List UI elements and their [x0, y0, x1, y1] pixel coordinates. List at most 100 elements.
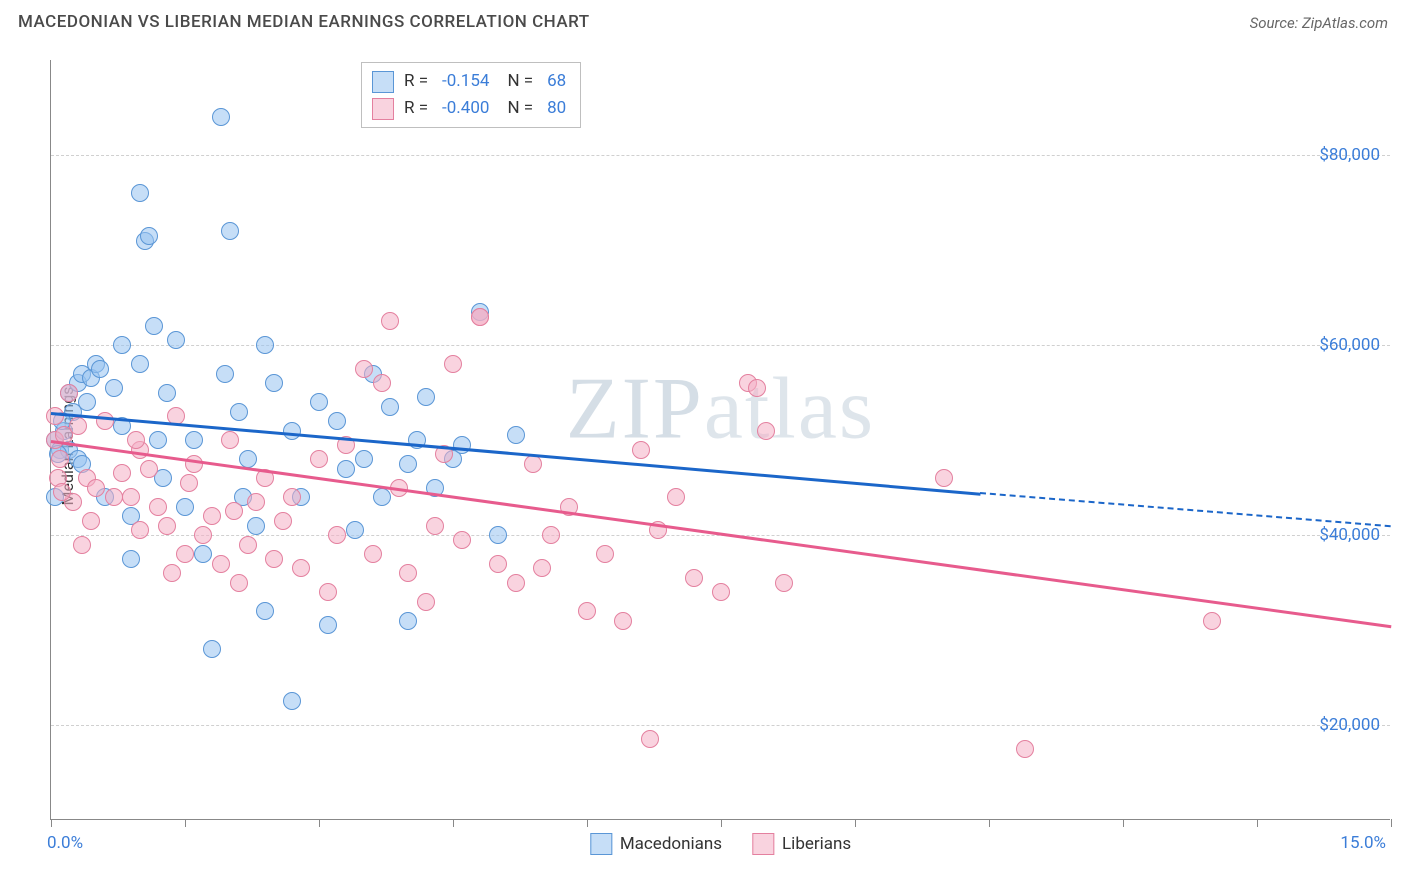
data-point [60, 384, 78, 402]
data-point [185, 431, 203, 449]
data-point [381, 398, 399, 416]
data-point [399, 564, 417, 582]
chart-header: MACEDONIAN VS LIBERIAN MEDIAN EARNINGS C… [0, 0, 1406, 42]
data-point [283, 692, 301, 710]
x-tick [855, 819, 856, 827]
data-point [149, 431, 167, 449]
data-point [274, 512, 292, 530]
legend-r-label: R = [404, 68, 428, 95]
data-point [292, 559, 310, 577]
data-point [283, 488, 301, 506]
data-point [1016, 740, 1034, 758]
y-tick-label: $20,000 [1319, 715, 1380, 735]
data-point [265, 374, 283, 392]
data-point [614, 612, 632, 630]
data-point [712, 583, 730, 601]
data-point [158, 517, 176, 535]
y-tick-label: $60,000 [1319, 335, 1380, 355]
data-point [578, 602, 596, 620]
data-point [373, 374, 391, 392]
data-point [78, 393, 96, 411]
legend-n-label: N = [507, 95, 533, 122]
data-point [82, 512, 100, 530]
data-point [203, 507, 221, 525]
data-point [105, 488, 123, 506]
y-tick-label: $40,000 [1319, 525, 1380, 545]
x-tick [453, 819, 454, 827]
data-point [381, 312, 399, 330]
data-point [775, 574, 793, 592]
data-point [96, 412, 114, 430]
x-tick-label: 0.0% [47, 833, 83, 853]
legend-row: R =-0.154N =68 [372, 68, 566, 95]
data-point [163, 564, 181, 582]
x-tick [587, 819, 588, 827]
data-point [91, 360, 109, 378]
data-point [489, 526, 507, 544]
chart-source: Source: ZipAtlas.com [1250, 14, 1388, 32]
data-point [417, 388, 435, 406]
data-point [216, 365, 234, 383]
data-point [145, 317, 163, 335]
data-point [176, 498, 194, 516]
series-legend: Macedonians Liberians [590, 833, 851, 855]
legend-r-value: -0.154 [442, 68, 489, 95]
legend-r-label: R = [404, 95, 428, 122]
data-point [194, 526, 212, 544]
data-point [310, 393, 328, 411]
data-point [46, 407, 64, 425]
x-tick [319, 819, 320, 827]
data-point [399, 455, 417, 473]
x-tick [51, 819, 52, 827]
legend-n-label: N = [507, 68, 533, 95]
data-point [667, 488, 685, 506]
data-point [203, 640, 221, 658]
legend-item: Macedonians [590, 833, 722, 855]
data-point [373, 488, 391, 506]
legend-swatch [372, 98, 394, 120]
gridline [51, 155, 1390, 156]
data-point [158, 384, 176, 402]
data-point [346, 521, 364, 539]
trend-line [980, 492, 1391, 527]
legend-swatch [590, 833, 612, 855]
data-point [399, 612, 417, 630]
legend-n-value: 80 [547, 95, 566, 122]
data-point [113, 464, 131, 482]
data-point [221, 222, 239, 240]
data-point [180, 474, 198, 492]
correlation-legend: R =-0.154N =68R =-0.400N =80 [361, 62, 581, 128]
data-point [221, 431, 239, 449]
data-point [507, 426, 525, 444]
data-point [230, 403, 248, 421]
data-point [283, 422, 301, 440]
legend-item: Liberians [752, 833, 851, 855]
data-point [417, 593, 435, 611]
data-point [239, 536, 257, 554]
data-point [426, 517, 444, 535]
data-point [127, 431, 145, 449]
data-point [632, 441, 650, 459]
data-point [113, 336, 131, 354]
data-point [225, 502, 243, 520]
data-point [149, 498, 167, 516]
scatter-plot: ZIPatlas R =-0.154N =68R =-0.400N =80 Ma… [50, 60, 1390, 820]
data-point [140, 227, 158, 245]
data-point [131, 521, 149, 539]
data-point [319, 616, 337, 634]
data-point [87, 479, 105, 497]
data-point [748, 379, 766, 397]
data-point [256, 336, 274, 354]
x-tick [721, 819, 722, 827]
data-point [364, 545, 382, 563]
x-tick [1123, 819, 1124, 827]
data-point [122, 550, 140, 568]
data-point [53, 483, 71, 501]
x-tick-label: 15.0% [1340, 833, 1386, 853]
data-point [140, 460, 158, 478]
data-point [337, 460, 355, 478]
data-point [212, 555, 230, 573]
legend-label: Macedonians [620, 834, 722, 854]
data-point [444, 355, 462, 373]
x-tick [989, 819, 990, 827]
